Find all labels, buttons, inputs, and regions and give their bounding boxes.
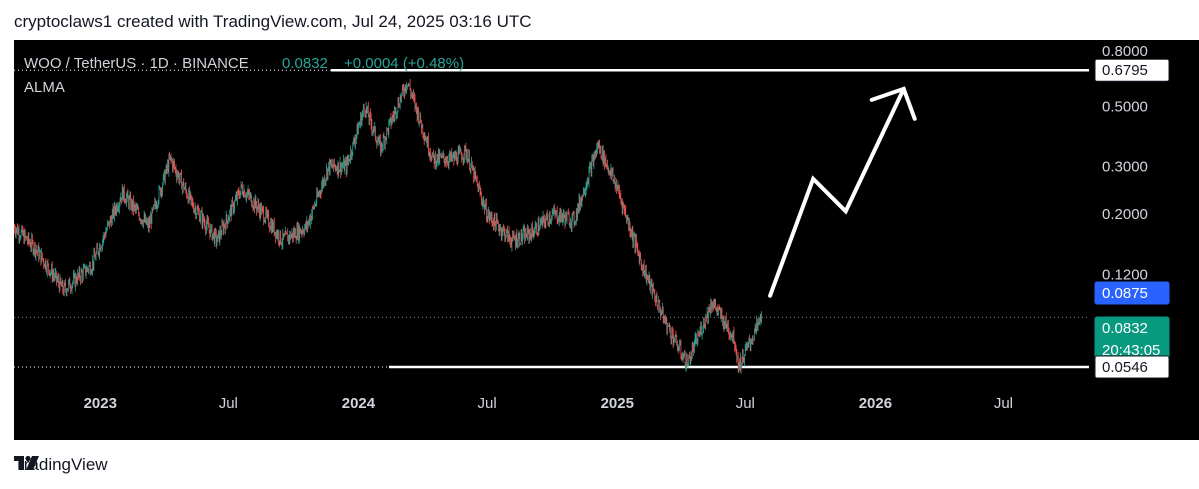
indicator-label: ALMA [24,79,65,96]
price-label-alma: 0.0875 [1094,281,1170,305]
x-tick-label: 2026 [859,395,892,412]
legend-change: +0.0004 (+0.48%) [344,55,464,72]
x-tick-label: 2024 [342,395,376,412]
y-tick-label: 0.3000 [1102,158,1148,175]
projection [768,86,917,298]
arrow-head [869,86,917,121]
price-label-text: 0.0832 [1102,320,1148,337]
price-labels: 0.6795 0.0875 0.0832 20:43:050.0546 [1094,58,1170,379]
y-tick-label: 0.5000 [1102,98,1148,115]
price-label-text: 0.6795 [1102,62,1148,79]
y-tick-label: 0.1200 [1102,266,1148,283]
chart-area[interactable]: WOO / TetherUS · 1D · BINANCE 0.0832 +0.… [14,40,1199,440]
price-label-box [1094,355,1170,379]
price-label-current: 0.0832 20:43:05 [1094,316,1170,362]
price-label-box [1094,58,1170,82]
price-label-level: 0.0546 [1094,355,1170,379]
x-tick-label: 2025 [601,395,634,412]
price-chart[interactable]: WOO / TetherUS · 1D · BINANCE 0.0832 +0.… [14,40,1199,440]
price-label-text: 0.0546 [1102,359,1148,376]
tradingview-logo-icon [14,455,39,470]
projection-arrow[interactable] [768,86,906,298]
price-label-level: 0.6795 [1094,58,1170,82]
footer: TradingView [14,455,108,475]
header-attribution: cryptoclaws1 created with TradingView.co… [14,12,532,31]
chart-legend: WOO / TetherUS · 1D · BINANCE 0.0832 +0.… [24,55,464,96]
x-tick-label: 2023 [84,395,117,412]
price-label-box [1094,281,1170,305]
x-tick-label: Jul [736,395,755,412]
countdown-label-text: 20:43:05 [1102,342,1160,359]
axes: 0.8000 0.5000 0.3000 0.2000 0.1200 2023 Jul 202… [84,43,1148,412]
symbol-label: WOO / TetherUS · 1D · BINANCE [24,55,249,72]
y-tick-label: 0.8000 [1102,43,1148,60]
y-tick-label: 0.2000 [1102,206,1148,223]
candles [14,78,762,374]
x-tick-label: Jul [219,395,238,412]
x-tick-label: Jul [478,395,497,412]
legend-price: 0.0832 [282,55,328,72]
price-label-text: 0.0875 [1102,285,1148,302]
x-tick-label: Jul [994,395,1013,412]
